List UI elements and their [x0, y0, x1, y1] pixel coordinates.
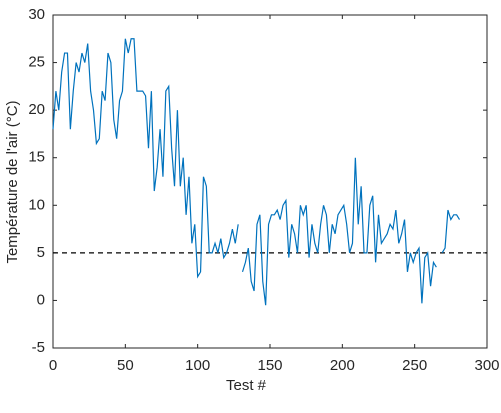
x-tick-label: 250 [402, 357, 427, 374]
x-tick-label: 0 [49, 357, 57, 374]
x-tick-label: 100 [185, 357, 210, 374]
y-tick-label: 5 [37, 244, 45, 261]
y-tick-label: 15 [28, 149, 45, 166]
y-tick-label: -5 [32, 339, 45, 356]
y-tick-label: 25 [28, 54, 45, 71]
x-tick-label: 300 [474, 357, 499, 374]
data-line [52, 38, 461, 306]
x-tick-label: 200 [330, 357, 355, 374]
y-tick-label: 20 [28, 101, 45, 118]
x-tick-label: 150 [257, 357, 282, 374]
y-axis-label: Température de l'air (°C) [4, 100, 21, 263]
y-tick-label: 30 [28, 6, 45, 23]
y-tick-label: 0 [37, 291, 45, 308]
plot-area [52, 14, 488, 349]
y-tick-label: 10 [28, 196, 45, 213]
x-axis-label: Test # [226, 377, 267, 394]
x-tick-label: 50 [117, 357, 134, 374]
